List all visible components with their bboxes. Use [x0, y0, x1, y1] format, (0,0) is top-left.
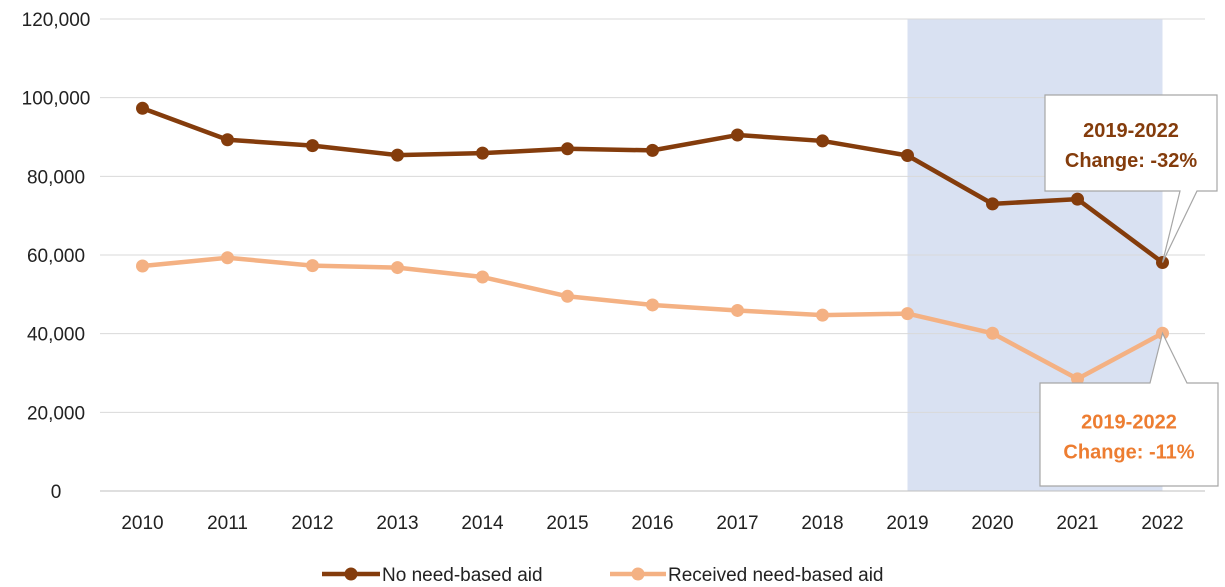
legend: No need-based aid Received need-based aid	[322, 565, 884, 586]
legend-swatch-marker	[344, 567, 358, 581]
data-point	[221, 133, 234, 147]
series-lines	[136, 101, 1169, 386]
x-tick-label: 2014	[461, 513, 504, 534]
y-tick-label: 20,000	[27, 403, 85, 424]
y-tick-label: 120,000	[22, 10, 91, 31]
y-tick-label: 100,000	[22, 89, 91, 110]
x-tick-label: 2020	[971, 513, 1013, 534]
data-point	[646, 298, 659, 312]
data-point	[561, 289, 574, 303]
data-point	[1071, 372, 1084, 386]
callout-line-1: 2019-2022	[1081, 412, 1177, 434]
y-axis: 0 20,000 40,000 60,000 80,000 100,000 120,000	[22, 10, 91, 503]
y-tick-label: 0	[51, 482, 62, 503]
callout-box	[1039, 331, 1219, 487]
data-point	[646, 143, 659, 157]
x-tick-label: 2022	[1141, 513, 1183, 534]
data-point	[306, 259, 319, 273]
y-tick-label: 40,000	[27, 325, 85, 346]
data-point	[816, 134, 829, 148]
x-tick-label: 2016	[631, 513, 673, 534]
callout-line-2: Change: -32%	[1065, 150, 1197, 172]
data-point	[136, 101, 149, 115]
callout-line-1: 2019-2022	[1083, 120, 1179, 142]
legend-label: No need-based aid	[382, 565, 543, 586]
data-point	[986, 326, 999, 340]
data-point	[221, 251, 234, 265]
data-point	[1071, 192, 1084, 206]
x-tick-label: 2019	[886, 513, 928, 534]
x-tick-label: 2021	[1056, 513, 1098, 534]
data-point	[391, 148, 404, 162]
callout-box	[1044, 94, 1218, 263]
data-point	[901, 148, 914, 162]
data-point	[476, 270, 489, 284]
x-tick-label: 2017	[716, 513, 758, 534]
data-point	[731, 128, 744, 142]
y-tick-label: 80,000	[27, 167, 85, 188]
data-point	[816, 308, 829, 322]
x-axis: 2010 2011 2012 2013 2014 2015 2016 2017 2018 2019…	[121, 513, 1183, 534]
data-point	[391, 261, 404, 275]
data-point	[476, 146, 489, 160]
x-tick-label: 2018	[801, 513, 843, 534]
x-tick-label: 2011	[207, 513, 248, 534]
x-tick-label: 2010	[121, 513, 163, 534]
callout-line-2: Change: -11%	[1063, 442, 1194, 464]
legend-label: Received need-based aid	[668, 565, 884, 586]
y-tick-label: 60,000	[27, 246, 85, 267]
x-tick-label: 2015	[546, 513, 588, 534]
callouts: 2019-2022 Change: -32% 2019-2022 Change: -1…	[1039, 94, 1219, 487]
data-point	[901, 307, 914, 321]
data-point	[561, 142, 574, 156]
legend-swatch-marker	[631, 567, 645, 581]
x-tick-label: 2013	[376, 513, 418, 534]
data-point	[731, 303, 744, 317]
data-point	[136, 259, 149, 273]
x-tick-label: 2012	[291, 513, 333, 534]
gridlines	[100, 18, 1205, 492]
data-point	[986, 197, 999, 211]
data-point	[306, 139, 319, 153]
